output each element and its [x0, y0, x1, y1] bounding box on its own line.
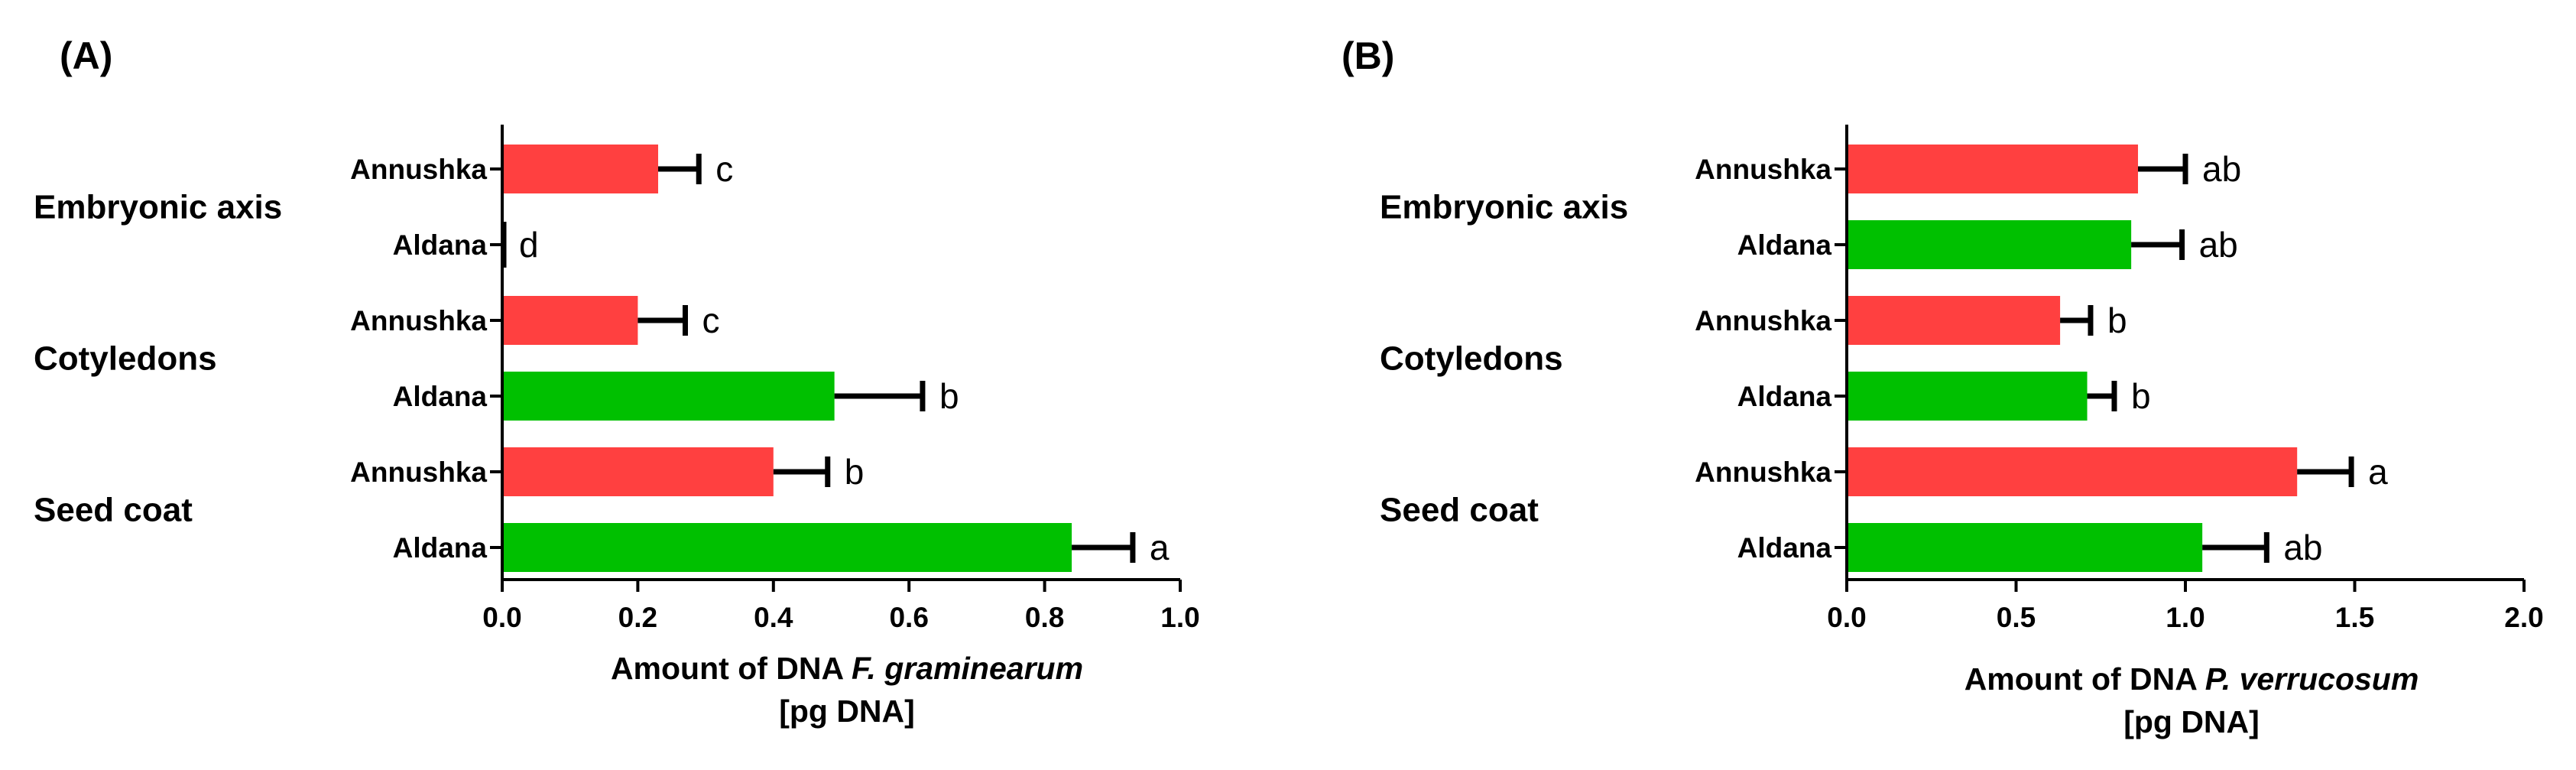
x-tick-label: 1.0	[2166, 602, 2205, 633]
x-axis-unit-a: [pg DNA]	[779, 694, 915, 729]
x-tick-label: 1.0	[1160, 602, 1199, 633]
significance-letter: b	[845, 452, 865, 492]
significance-letter: a	[2368, 452, 2388, 492]
bar	[1847, 447, 2298, 496]
significance-letter: ab	[2199, 225, 2238, 265]
significance-letter: c	[715, 149, 733, 189]
x-tick-label: 0.0	[482, 602, 521, 633]
x-tick-label: 1.5	[2335, 602, 2374, 633]
significance-letter: c	[702, 301, 719, 340]
bar	[502, 372, 835, 421]
bar-chart-a: c Annushka d Aldana c Annushka b Aldana b Annushk…	[34, 125, 1200, 633]
group-label: Embryonic axis	[34, 189, 282, 226]
bar	[1847, 296, 2061, 345]
panel-label-b: (B)	[1342, 34, 1394, 77]
x-axis-title-a-species: F. graminearum	[852, 651, 1083, 686]
group-label: Cotyledons	[1380, 340, 1563, 378]
significance-letter: ab	[2202, 149, 2241, 189]
category-label: Aldana	[393, 381, 488, 412]
group-label: Cotyledons	[34, 340, 217, 378]
x-tick-label: 0.6	[889, 602, 928, 633]
panel-a: (A) c Annushka d Aldana c Annushka b Aldana b Ann…	[34, 34, 1200, 729]
bar	[502, 145, 659, 193]
x-axis-title-b-species: P. verrucosum	[2205, 661, 2419, 697]
bar	[502, 523, 1072, 572]
bar	[1847, 523, 2203, 572]
group-label: Embryonic axis	[1380, 189, 1628, 226]
group-label: Seed coat	[34, 492, 193, 529]
x-axis-title-a: Amount of DNA F. graminearum	[611, 651, 1083, 686]
significance-letter: b	[939, 376, 959, 416]
category-label: Aldana	[393, 229, 488, 261]
category-label: Annushka	[350, 305, 487, 336]
x-axis-unit-b: [pg DNA]	[2123, 704, 2260, 739]
panel-label-a: (A)	[60, 34, 112, 77]
category-label: Annushka	[1695, 154, 1831, 185]
group-label: Seed coat	[1380, 492, 1539, 529]
category-label: Annushka	[350, 456, 487, 488]
category-label: Aldana	[1737, 381, 1832, 412]
panel-b: (B) ab Annushka ab Aldana b Annushka b Aldana a A…	[1342, 34, 2544, 739]
x-tick-label: 0.5	[1997, 602, 2036, 633]
x-axis-title-b: Amount of DNA P. verrucosum	[1964, 661, 2419, 697]
significance-letter: b	[2131, 376, 2151, 416]
x-tick-label: 0.0	[1827, 602, 1866, 633]
category-label: Aldana	[1737, 229, 1832, 261]
bar	[1847, 145, 2138, 193]
x-tick-label: 2.0	[2504, 602, 2543, 633]
category-label: Annushka	[350, 154, 487, 185]
x-tick-label: 0.4	[754, 602, 793, 633]
category-label: Annushka	[1695, 456, 1831, 488]
category-label: Aldana	[393, 532, 488, 564]
bar	[502, 447, 774, 496]
category-label: Annushka	[1695, 305, 1831, 336]
x-tick-label: 0.8	[1025, 602, 1064, 633]
bar	[1847, 220, 2132, 269]
category-label: Aldana	[1737, 532, 1832, 564]
significance-letter: ab	[2283, 528, 2322, 567]
bar	[1847, 372, 2088, 421]
bar	[502, 296, 638, 345]
significance-letter: a	[1150, 528, 1170, 567]
significance-letter: b	[2107, 301, 2127, 340]
significance-letter: d	[519, 225, 539, 265]
x-tick-label: 0.2	[618, 602, 657, 633]
x-axis-title-a-prefix: Amount of DNA	[611, 651, 852, 686]
bar-chart-b: ab Annushka ab Aldana b Annushka b Aldana a Annus…	[1380, 125, 2544, 633]
x-axis-title-b-prefix: Amount of DNA	[1964, 661, 2205, 697]
